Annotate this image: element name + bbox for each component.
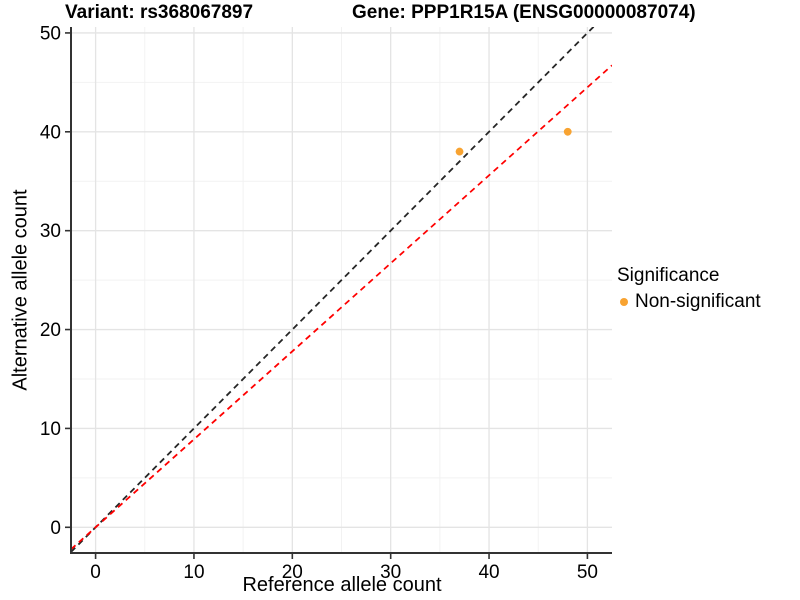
data-point — [455, 147, 464, 156]
identity-line — [71, 27, 595, 553]
plot-title-gene: Gene: PPP1R15A (ENSG00000087074) — [352, 2, 696, 23]
y-tick-label: 0 — [50, 518, 61, 539]
ratio-line — [71, 64, 612, 550]
x-axis-title: Reference allele count — [242, 574, 442, 596]
x-tick-label: 50 — [577, 562, 598, 583]
y-tick-label: 10 — [40, 419, 61, 440]
data-point — [563, 127, 572, 136]
y-axis-title: Alternative allele count — [9, 189, 32, 391]
x-tick-label: 30 — [380, 562, 401, 583]
plot-title-variant: Variant: rs368067897 — [65, 2, 254, 23]
x-tick-label: 20 — [282, 562, 303, 583]
legend-key-dot-icon — [620, 298, 628, 306]
legend-title: Significance — [617, 265, 720, 286]
legend-item-label: Non-significant — [635, 291, 761, 312]
x-tick-label: 10 — [183, 562, 204, 583]
x-tick-label: 40 — [478, 562, 499, 583]
y-tick-label: 40 — [40, 122, 61, 143]
x-tick-label: 0 — [90, 562, 101, 583]
legend: Significance Non-significant — [617, 265, 761, 313]
y-tick-label: 50 — [40, 23, 61, 44]
y-tick-label: 30 — [40, 221, 61, 242]
y-tick-label: 20 — [40, 320, 61, 341]
legend-item-non-significant: Non-significant — [617, 291, 761, 313]
